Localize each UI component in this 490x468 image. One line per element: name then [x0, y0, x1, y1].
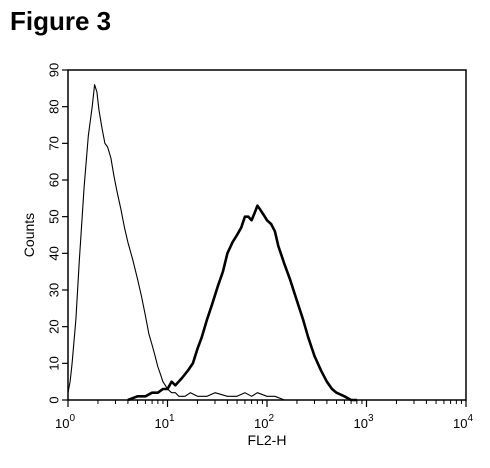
y-tick-label: 50 — [47, 209, 62, 223]
figure-title: Figure 3 — [10, 6, 112, 36]
y-tick-label: 20 — [47, 319, 62, 333]
x-ticks: 100 101 102 103 104 — [55, 400, 473, 431]
y-ticks: 0 10 20 30 40 50 60 70 80 90 — [47, 63, 68, 404]
y-tick-label: 80 — [47, 99, 62, 113]
x-tick-label: 101 — [154, 413, 174, 431]
thick-histogram-line — [127, 204, 357, 402]
plot-frame — [67, 69, 467, 401]
y-tick-label: 30 — [47, 283, 62, 297]
y-tick-label: 60 — [47, 173, 62, 187]
y-tick-label: 40 — [47, 246, 62, 260]
y-tick-label: 10 — [47, 356, 62, 370]
y-tick-label: 0 — [47, 396, 62, 403]
x-tick-label: 104 — [453, 413, 473, 431]
y-axis-label: Counts — [21, 213, 37, 257]
x-axis-label: FL2-H — [248, 432, 287, 448]
series-group — [67, 84, 357, 402]
x-tick-label: 100 — [55, 413, 75, 431]
x-tick-label: 103 — [353, 413, 373, 431]
thin-histogram-line — [67, 84, 297, 401]
y-tick-label: 90 — [47, 63, 62, 77]
y-tick-label: 70 — [47, 136, 62, 150]
x-tick-label: 102 — [254, 413, 274, 431]
